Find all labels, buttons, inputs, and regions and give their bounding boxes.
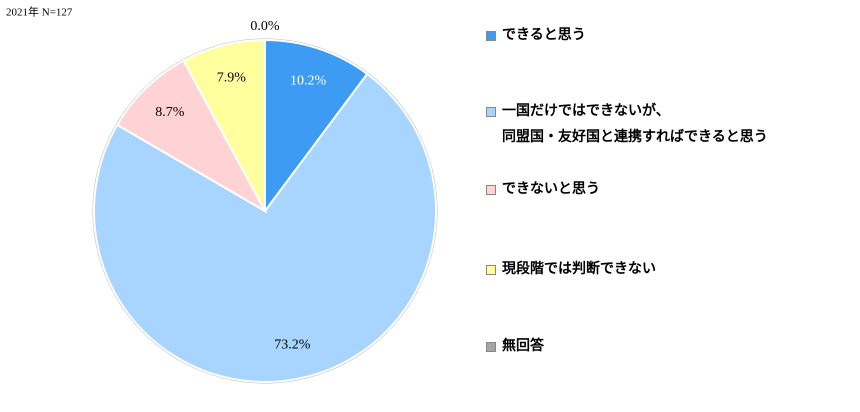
legend-item: 現段階では判断できない [484, 256, 860, 282]
data-label: 8.7% [155, 105, 185, 120]
legend-swatch [486, 265, 496, 275]
legend-item: 無回答 [484, 333, 860, 359]
legend-item: できると思う [484, 22, 860, 48]
legend-swatch [486, 31, 496, 41]
data-label: 7.9% [217, 71, 247, 86]
pie-slice [115, 59, 268, 214]
data-label: 10.2% [290, 73, 327, 88]
legend-label: 一国だけではできないが、 同盟国・友好国と連携すればできると思う [502, 103, 768, 145]
legend-swatch [486, 107, 496, 117]
legend-label: できないと思う [502, 181, 600, 197]
legend-item: できないと思う [484, 176, 860, 202]
chart-subtitle: 2021年 N=127 [6, 5, 73, 19]
legend-swatch [486, 342, 496, 352]
legend-item: 一国だけではできないが、 同盟国・友好国と連携すればできると思う [484, 98, 860, 150]
legend-label: 無回答 [502, 338, 544, 354]
data-label: 0.0% [250, 19, 280, 34]
data-label: 73.2% [274, 337, 311, 352]
legend-label: 現段階では判断できない [502, 261, 656, 277]
pie-slice [93, 72, 437, 383]
legend-label: できると思う [502, 27, 586, 43]
legend-swatch [486, 185, 496, 195]
pie-slice [264, 38, 369, 215]
